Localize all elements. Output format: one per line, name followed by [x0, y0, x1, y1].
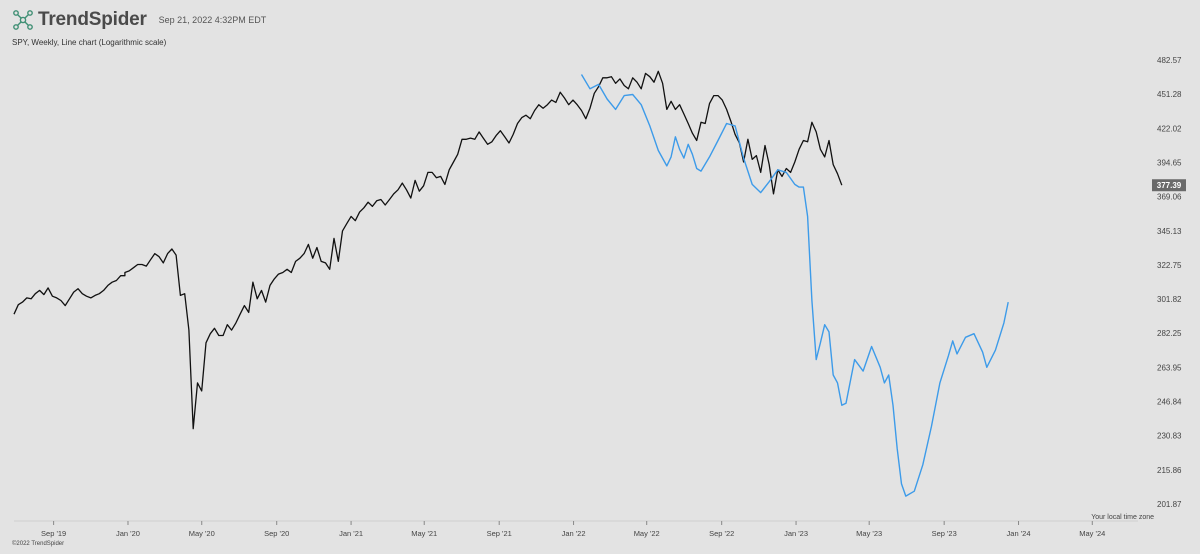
y-tick-label: 246.84 — [1157, 398, 1182, 407]
x-tick-label: Sep '23 — [932, 529, 957, 538]
current-price-label: 377.39 — [1157, 181, 1182, 190]
brand-name: TrendSpider — [38, 9, 147, 30]
x-tick-label: Jan '24 — [1007, 529, 1031, 538]
y-tick-label: 301.82 — [1157, 295, 1182, 304]
x-tick-label: May '23 — [856, 529, 882, 538]
x-tick-label: Sep '22 — [709, 529, 734, 538]
copyright: ©2022 TrendSpider — [12, 541, 65, 547]
y-tick-label: 482.57 — [1157, 56, 1182, 65]
price-series-line — [13, 70, 843, 430]
projection-series-line — [580, 74, 1009, 497]
x-tick-label: Jan '22 — [562, 529, 586, 538]
timestamp: Sep 21, 2022 4:32PM EDT — [158, 15, 267, 25]
x-tick-label: Sep '21 — [487, 529, 512, 538]
x-tick-label: Sep '19 — [41, 529, 66, 538]
timezone-note: Your local time zone — [1091, 514, 1154, 521]
x-tick-label: May '20 — [189, 529, 215, 538]
chart-subtitle: SPY, Weekly, Line chart (Logarithmic sca… — [12, 38, 167, 47]
y-tick-label: 322.75 — [1157, 261, 1182, 270]
x-tick-label: Sep '20 — [264, 529, 289, 538]
current-price-badge — [1152, 179, 1186, 192]
x-tick-label: Jan '20 — [116, 529, 140, 538]
x-tick-label: Jan '21 — [339, 529, 363, 538]
x-tick-label: May '21 — [411, 529, 437, 538]
x-tick-label: May '24 — [1079, 529, 1105, 538]
y-tick-label: 215.86 — [1157, 466, 1182, 475]
y-tick-label: 369.06 — [1157, 193, 1182, 202]
y-tick-label: 451.28 — [1157, 90, 1182, 99]
trendspider-logo-icon — [13, 10, 33, 30]
y-tick-label: 230.83 — [1157, 432, 1182, 441]
y-tick-label: 201.87 — [1157, 500, 1182, 509]
y-tick-label: 282.25 — [1157, 329, 1182, 338]
header: TrendSpider Sep 21, 2022 4:32PM EDT — [12, 8, 266, 32]
x-tick-label: Jan '23 — [784, 529, 808, 538]
y-tick-label: 422.02 — [1157, 124, 1182, 133]
x-tick-label: May '22 — [634, 529, 660, 538]
y-tick-label: 345.13 — [1157, 227, 1182, 236]
y-tick-label: 394.65 — [1157, 158, 1182, 167]
y-tick-label: 263.95 — [1157, 363, 1182, 372]
